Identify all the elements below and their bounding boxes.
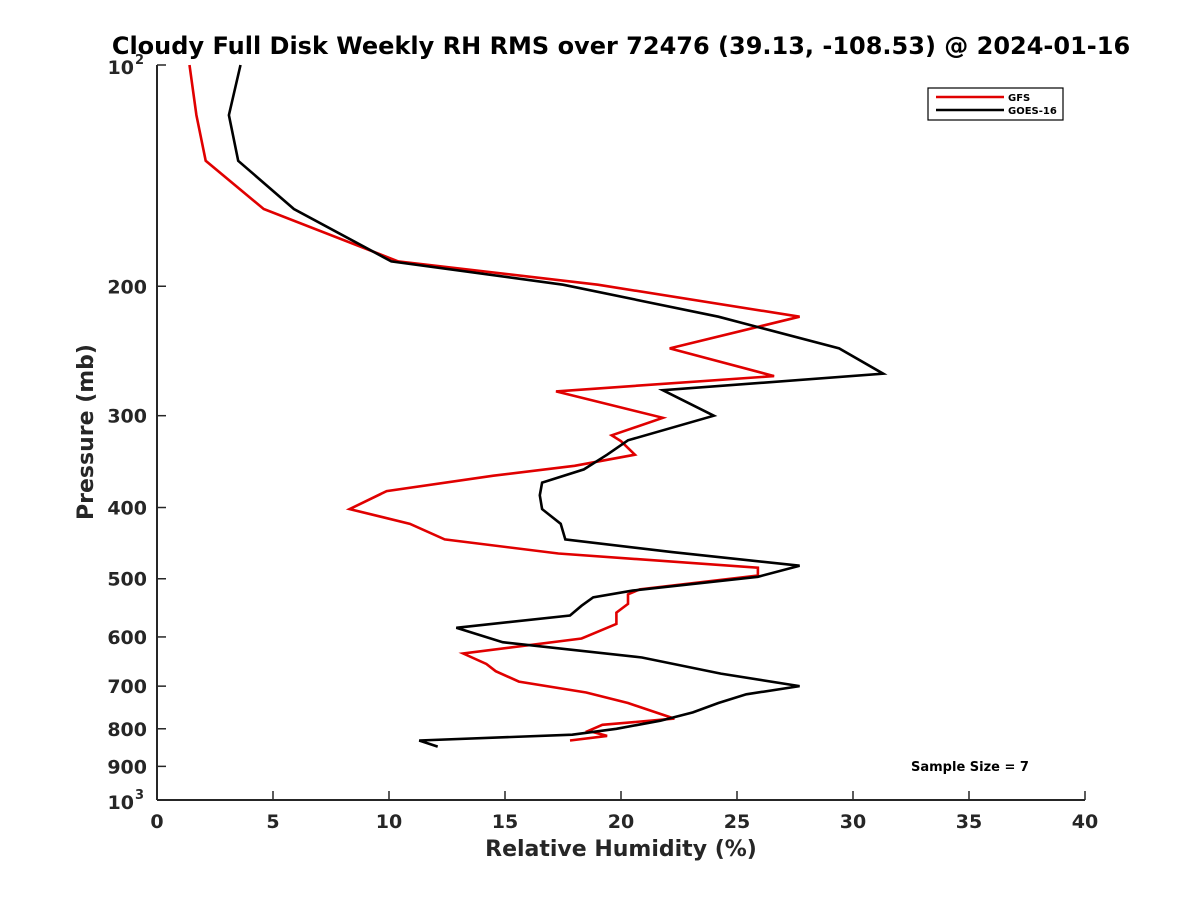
x-tick-label: 15: [492, 811, 518, 833]
legend-label-gfs: GFS: [1008, 93, 1030, 104]
x-tick-label: 10: [376, 811, 402, 833]
sample-size-annotation: Sample Size = 7: [911, 760, 1029, 775]
x-tick-label: 25: [724, 811, 750, 833]
x-axis-label: Relative Humidity (%): [485, 837, 757, 862]
y-tick-label: 10: [108, 792, 134, 814]
series-line-gfs: [188, 64, 800, 742]
x-tick-label: 40: [1072, 811, 1098, 833]
legend: GFS GOES-16: [927, 87, 1064, 121]
x-ticks: 0 5 10 15 20 25 30 35 40: [150, 791, 1098, 833]
x-tick-label: 30: [840, 811, 866, 833]
y-tick-label: 400: [107, 498, 147, 520]
y-tick-label: 900: [107, 756, 147, 778]
x-tick-label: 0: [150, 811, 163, 833]
y-tick-exponent: 3: [135, 788, 144, 803]
plot-area: 0 5 10 15 20 25 30 35 40 200 300 400 500 600 700 800 90…: [107, 53, 1098, 833]
y-tick-label: 500: [107, 569, 147, 591]
y-tick-label: 10: [108, 57, 134, 79]
legend-box: [927, 87, 1064, 121]
chart-title: Cloudy Full Disk Weekly RH RMS over 7247…: [112, 32, 1130, 60]
y-tick-label: 200: [107, 276, 147, 298]
x-tick-label: 20: [608, 811, 634, 833]
y-tick-exponent: 2: [135, 53, 144, 68]
series-line-goes-16: [227, 64, 888, 748]
series-group: [188, 64, 888, 748]
y-axis-label: Pressure (mb): [74, 344, 99, 520]
y-tick-label: 700: [107, 676, 147, 698]
x-tick-label: 5: [266, 811, 279, 833]
legend-label-goes-16: GOES-16: [1008, 106, 1057, 117]
y-tick-label: 800: [107, 719, 147, 741]
y-tick-label: 600: [107, 627, 147, 649]
x-tick-label: 35: [956, 811, 982, 833]
y-tick-label: 300: [107, 406, 147, 428]
